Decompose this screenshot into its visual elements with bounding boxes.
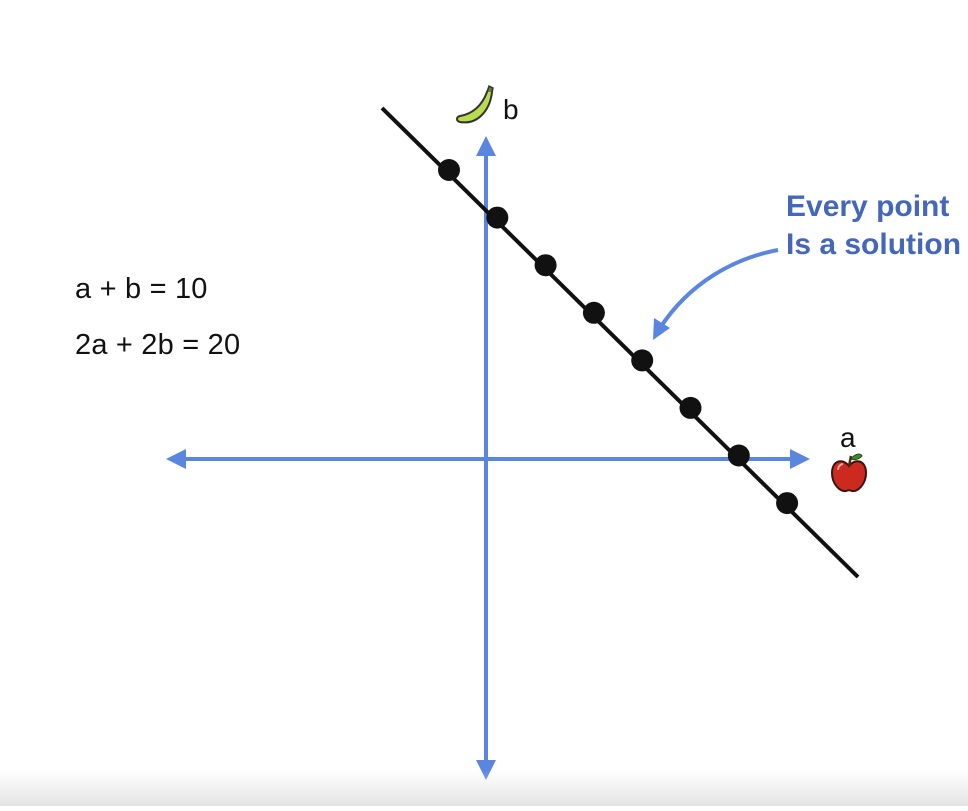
x-axis-label: a <box>840 422 856 454</box>
callout-arrow <box>660 250 778 328</box>
solution-point <box>583 302 605 324</box>
callout-text-line-2: Is a solution <box>786 228 961 262</box>
solution-point <box>631 349 653 371</box>
solution-point <box>728 445 750 467</box>
banana-icon <box>457 86 493 122</box>
solution-point <box>680 397 702 419</box>
equation-2: 2a + 2b = 20 <box>75 329 240 362</box>
solution-point <box>486 207 508 229</box>
y-axis-label: b <box>503 94 519 126</box>
bottom-shade <box>0 770 968 806</box>
solution-point <box>776 492 798 514</box>
callout-text-line-1: Every point <box>786 190 949 224</box>
solution-point <box>535 254 557 276</box>
callout-arrowhead <box>653 318 670 340</box>
apple-icon <box>832 454 866 491</box>
solution-point <box>438 159 460 181</box>
equation-1: a + b = 10 <box>75 273 208 306</box>
